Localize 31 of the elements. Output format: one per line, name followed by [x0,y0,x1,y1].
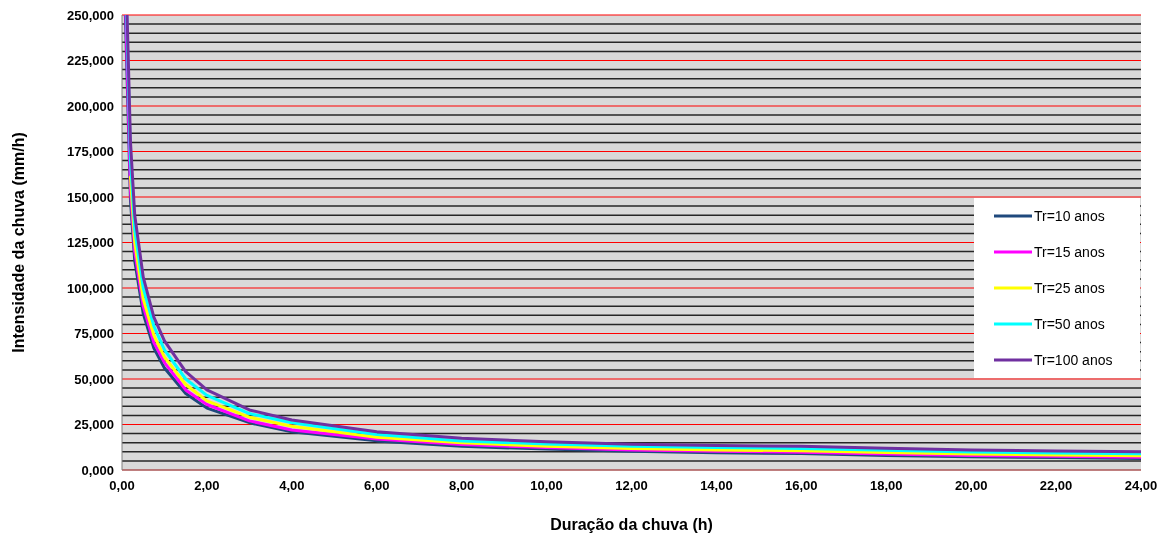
y-tick-label: 100,000 [67,280,114,296]
x-tick-label: 20,00 [954,478,988,493]
x-tick-label: 10,00 [530,478,563,493]
x-tick-label: 8,00 [449,478,475,493]
x-tick-label: 6,00 [364,478,390,493]
x-axis-title: Duração da chuva (h) [550,516,713,533]
legend-label: Tr=15 anos [1034,243,1105,260]
y-tick-label: 125,000 [67,235,114,251]
y-tick-label: 250,000 [67,7,114,23]
legend-label: Tr=10 anos [1034,207,1105,224]
y-tick-label: 175,000 [67,144,114,160]
legend-label: Tr=100 anos [1034,351,1113,368]
y-tick-label: 225,000 [67,53,114,69]
x-tick-label: 0,00 [109,478,135,493]
x-tick-label: 22,00 [1039,478,1073,493]
x-tick-label: 18,00 [869,478,903,493]
x-tick-label: 14,00 [700,478,733,493]
legend-label: Tr=25 anos [1034,279,1105,296]
y-tick-label: 150,000 [67,189,114,205]
y-tick-label: 200,000 [67,98,114,114]
x-tick-label: 24,00 [1124,478,1158,493]
x-tick-label: 16,00 [785,478,818,493]
x-tick-label: 12,00 [615,478,648,493]
y-tick-label: 0,000 [81,462,114,478]
legend-label: Tr=50 anos [1034,315,1105,332]
y-tick-label: 50,000 [74,371,114,387]
y-tick-label: 75,000 [74,326,114,342]
y-tick-label: 25,000 [74,417,114,433]
x-tick-label: 2,00 [194,478,220,493]
x-tick-label: 4,00 [279,478,305,493]
y-axis-title: Intensidade da chuva (mm/h) [10,132,27,353]
